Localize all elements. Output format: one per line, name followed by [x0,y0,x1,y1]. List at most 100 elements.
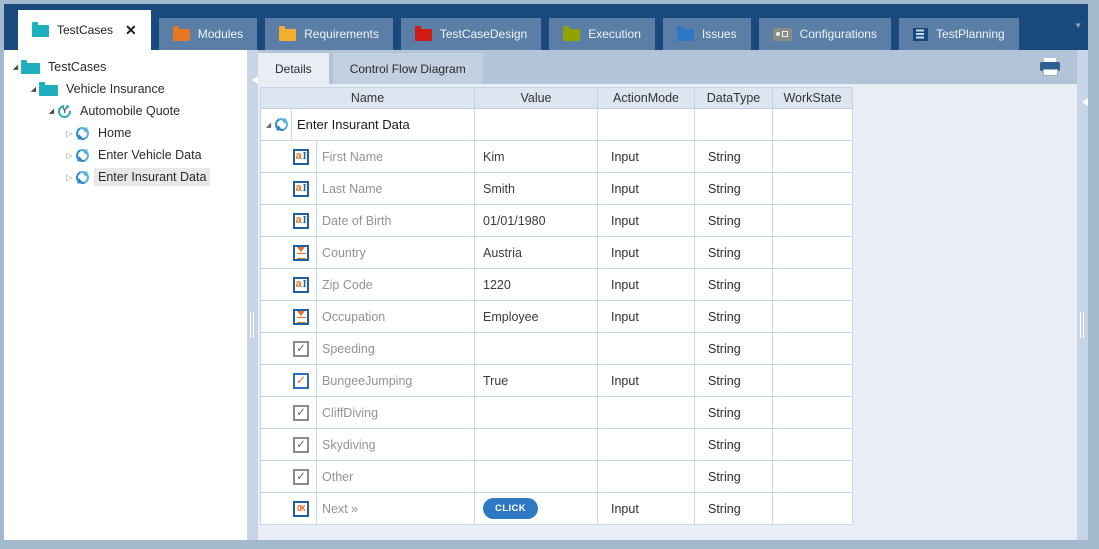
tree-item[interactable]: Enter Vehicle Data [4,144,247,166]
step-action-mode[interactable]: Input [611,181,639,196]
table-row[interactable]: Country Austria Input String [261,237,853,269]
expand-arrow-icon[interactable] [64,173,75,182]
tree-item[interactable]: Vehicle Insurance [4,78,247,100]
tree-item[interactable]: Enter Insurant Data [4,166,247,188]
app-tab-label: TestCases [57,23,114,37]
table-row[interactable]: Occupation Employee Input String [261,301,853,333]
table-body: First Name Kim Input String [261,141,853,525]
expand-arrow-icon[interactable] [46,107,57,115]
left-splitter[interactable] [247,50,258,540]
app-tab[interactable]: Issues [662,18,751,50]
tab-details[interactable]: Details [258,53,329,84]
step-value[interactable]: 01/01/1980 [483,213,546,228]
step-data-type[interactable]: String [708,373,741,388]
tree-item[interactable]: Home [4,122,247,144]
column-header-actionmode[interactable]: ActionMode [598,88,695,109]
app-tab[interactable]: TestPlanning [898,18,1019,50]
app-tab[interactable]: TestCaseDesign [400,18,542,50]
collapse-arrow-icon[interactable] [1078,98,1088,106]
app-tab[interactable]: Execution [549,18,655,50]
app-tab[interactable]: Modules [158,18,258,50]
textfield-icon [293,180,309,197]
app-tab[interactable]: TestCases ✕ [18,10,151,50]
step-value[interactable]: Smith [483,181,515,196]
group-row[interactable]: Enter Insurant Data [261,109,853,141]
column-header-name[interactable]: Name [261,88,475,109]
print-button[interactable] [1039,57,1061,76]
app-tab-label: TestPlanning [935,27,1005,41]
step-data-type[interactable]: String [708,181,741,196]
step-value[interactable]: CLICK [483,498,539,519]
step-value[interactable]: Austria [483,245,522,260]
step-action-mode[interactable]: Input [611,309,639,324]
testcasedesign-folder-icon [414,26,432,41]
step-data-type[interactable]: String [708,469,741,484]
step-action-mode[interactable]: Input [611,373,639,388]
checkbox-icon [293,436,309,453]
step-data-type[interactable]: String [708,501,741,516]
column-header-workstate[interactable]: WorkState [773,88,853,109]
step-name: CliffDiving [322,405,379,420]
step-value[interactable]: Employee [483,309,539,324]
close-tab-icon[interactable]: ✕ [125,22,137,38]
testcase-refresh-icon [74,124,91,142]
details-content: Name Value ActionMode DataType WorkState… [258,84,1077,540]
tree-item[interactable]: TestCases [4,56,247,78]
table-row[interactable]: Other String [261,461,853,493]
tab-overflow-dropdown-icon[interactable]: ▼ [1074,21,1082,30]
step-data-type[interactable]: String [708,309,741,324]
step-data-type[interactable]: String [708,341,741,356]
step-action-mode[interactable]: Input [611,213,639,228]
table-row[interactable]: Next » CLICK Input String [261,493,853,525]
step-name: Zip Code [322,277,373,292]
step-data-type[interactable]: String [708,245,741,260]
table-row[interactable]: BungeeJumping True Input String [261,365,853,397]
printer-icon [1040,57,1060,76]
table-row[interactable]: Zip Code 1220 Input String [261,269,853,301]
tab-control-flow-diagram[interactable]: Control Flow Diagram [332,53,483,84]
step-value[interactable]: 1220 [483,277,511,292]
step-name: Speeding [322,341,375,356]
table-row[interactable]: Speeding String [261,333,853,365]
table-row[interactable]: Skydiving String [261,429,853,461]
step-data-type[interactable]: String [708,437,741,452]
dropdown-icon [293,244,309,261]
step-action-mode[interactable]: Input [611,501,639,516]
textfield-icon [293,212,309,229]
app-tab[interactable]: Configurations [758,18,891,50]
expand-arrow-icon[interactable] [28,85,39,93]
app-tab-label: Requirements [304,27,379,41]
tree-item-label: Enter Insurant Data [94,168,211,186]
expand-arrow-icon[interactable] [64,151,75,160]
step-data-type[interactable]: String [708,405,741,420]
column-header-value[interactable]: Value [475,88,598,109]
modules-folder-icon [172,26,190,41]
step-data-type[interactable]: String [708,213,741,228]
issues-folder-icon [676,26,694,41]
step-action-mode[interactable]: Input [611,149,639,164]
expand-arrow-icon[interactable] [10,63,21,71]
step-name: Date of Birth [322,213,392,228]
right-splitter[interactable] [1077,50,1088,540]
step-action-mode[interactable]: Input [611,245,639,260]
table-row[interactable]: First Name Kim Input String [261,141,853,173]
tree-item[interactable]: Automobile Quote [4,100,247,122]
table-row[interactable]: Last Name Smith Input String [261,173,853,205]
textfield-icon [293,148,309,165]
expand-arrow-icon[interactable] [263,121,274,129]
step-data-type[interactable]: String [708,149,741,164]
table-row[interactable]: CliffDiving String [261,397,853,429]
collapse-arrow-icon[interactable] [248,76,258,84]
column-header-datatype[interactable]: DataType [695,88,773,109]
step-name: Last Name [322,181,383,196]
step-action-mode[interactable]: Input [611,277,639,292]
tree-item-label: Vehicle Insurance [66,82,165,96]
details-tab-bar: Details Control Flow Diagram [258,50,1077,84]
app-tab[interactable]: Requirements [265,18,393,50]
step-value[interactable]: Kim [483,149,505,164]
table-row[interactable]: Date of Birth 01/01/1980 Input String [261,205,853,237]
step-value[interactable]: True [483,373,509,388]
step-data-type[interactable]: String [708,277,741,292]
expand-arrow-icon[interactable] [64,129,75,138]
testcase-steps-table: Name Value ActionMode DataType WorkState… [260,87,853,525]
